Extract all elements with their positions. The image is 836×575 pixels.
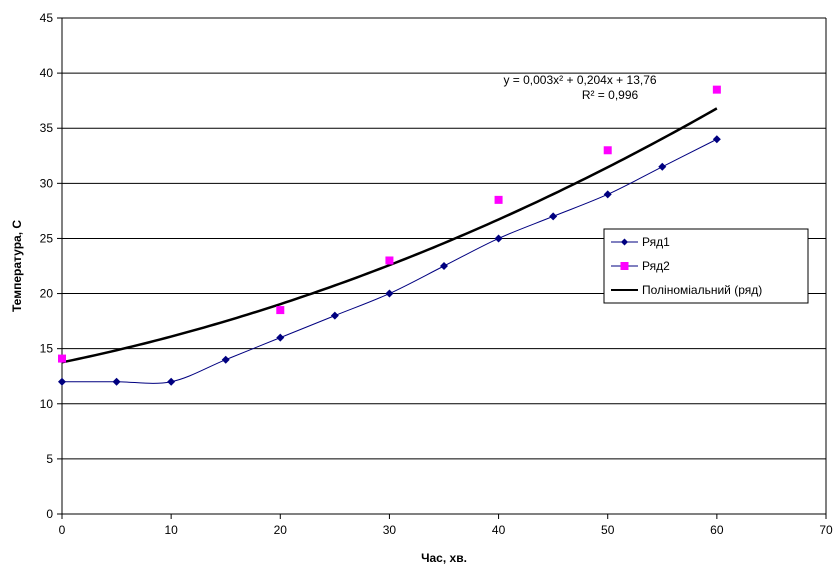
series-ryad1-point: [221, 355, 230, 364]
x-tick-label: 70: [819, 523, 833, 537]
r-squared-label: R² = 0,996: [582, 88, 639, 102]
series-ryad1-point: [549, 212, 558, 221]
y-tick-label: 40: [40, 66, 54, 80]
y-tick-label: 15: [40, 342, 54, 356]
y-axis-title: Температура, С: [10, 220, 24, 312]
x-tick-label: 50: [601, 523, 615, 537]
series-ryad1-point: [276, 333, 285, 342]
series-ryad1-point: [330, 311, 339, 320]
x-tick-label: 0: [59, 523, 66, 537]
legend-label-ryad2: Ряд2: [642, 259, 670, 273]
x-tick-label: 20: [274, 523, 288, 537]
x-tick-label: 60: [710, 523, 724, 537]
series-ryad2-point: [385, 256, 394, 265]
x-axis-title: Час, хв.: [421, 551, 467, 565]
x-tick-label: 10: [164, 523, 178, 537]
series-ryad1-point: [440, 262, 448, 270]
series-ryad1-point: [385, 289, 394, 298]
legend-marker-ryad2: [620, 262, 629, 270]
y-tick-label: 20: [40, 287, 54, 301]
x-tick-label: 30: [383, 523, 397, 537]
y-tick-label: 10: [40, 397, 54, 411]
series-ryad2-point: [603, 146, 612, 155]
series-ryad2-point: [276, 306, 285, 315]
y-tick-label: 45: [40, 11, 54, 25]
series-ryad1-point: [167, 377, 176, 386]
series-ryad1-point: [112, 377, 121, 386]
y-tick-label: 25: [40, 231, 54, 245]
y-tick-label: 0: [46, 507, 53, 521]
series-ryad1-point: [712, 135, 721, 144]
axes: 0 5 10 15 20 25 30 35 40 45 0 10 20 30 40 50 60 70: [40, 11, 833, 537]
legend-label-ryad1: Ряд1: [642, 235, 670, 249]
y-tick-label: 5: [46, 452, 53, 466]
series-ryad2-point: [494, 195, 503, 204]
y-tick-label: 30: [40, 176, 54, 190]
x-tick-label: 40: [492, 523, 506, 537]
series-group: [58, 85, 721, 386]
series-ryad1-point: [58, 377, 66, 386]
series-ryad1-point: [603, 190, 612, 199]
trendline-polynomial: [61, 107, 718, 364]
series-ryad2-point: [58, 354, 66, 363]
series-ryad1-point: [494, 234, 503, 243]
legend-label-trend: Поліноміальний (ряд): [642, 283, 762, 297]
series-ryad1-point: [658, 162, 667, 171]
series-ryad2-point: [712, 85, 721, 94]
legend-marker-ryad1: [621, 238, 628, 246]
trendline-equation: y = 0,003x² + 0,204x + 13,76: [503, 73, 656, 87]
legend: Ряд1 Ряд2 Поліноміальний (ряд): [603, 228, 809, 304]
gridlines: [62, 17, 826, 515]
y-tick-label: 35: [40, 121, 54, 135]
